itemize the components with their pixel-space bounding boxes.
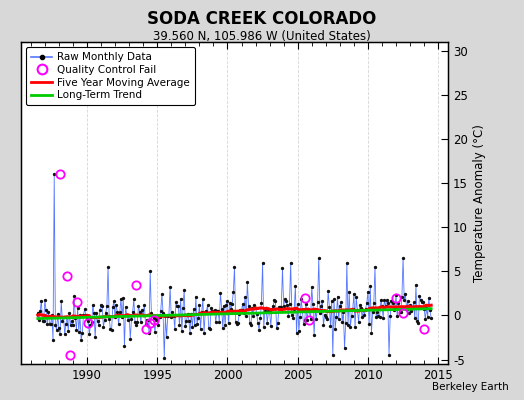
Text: 39.560 N, 105.986 W (United States): 39.560 N, 105.986 W (United States) — [153, 30, 371, 43]
Y-axis label: Temperature Anomaly (°C): Temperature Anomaly (°C) — [473, 124, 486, 282]
Text: SODA CREEK COLORADO: SODA CREEK COLORADO — [147, 10, 377, 28]
Text: Berkeley Earth: Berkeley Earth — [432, 382, 508, 392]
Legend: Raw Monthly Data, Quality Control Fail, Five Year Moving Average, Long-Term Tren: Raw Monthly Data, Quality Control Fail, … — [26, 47, 195, 106]
